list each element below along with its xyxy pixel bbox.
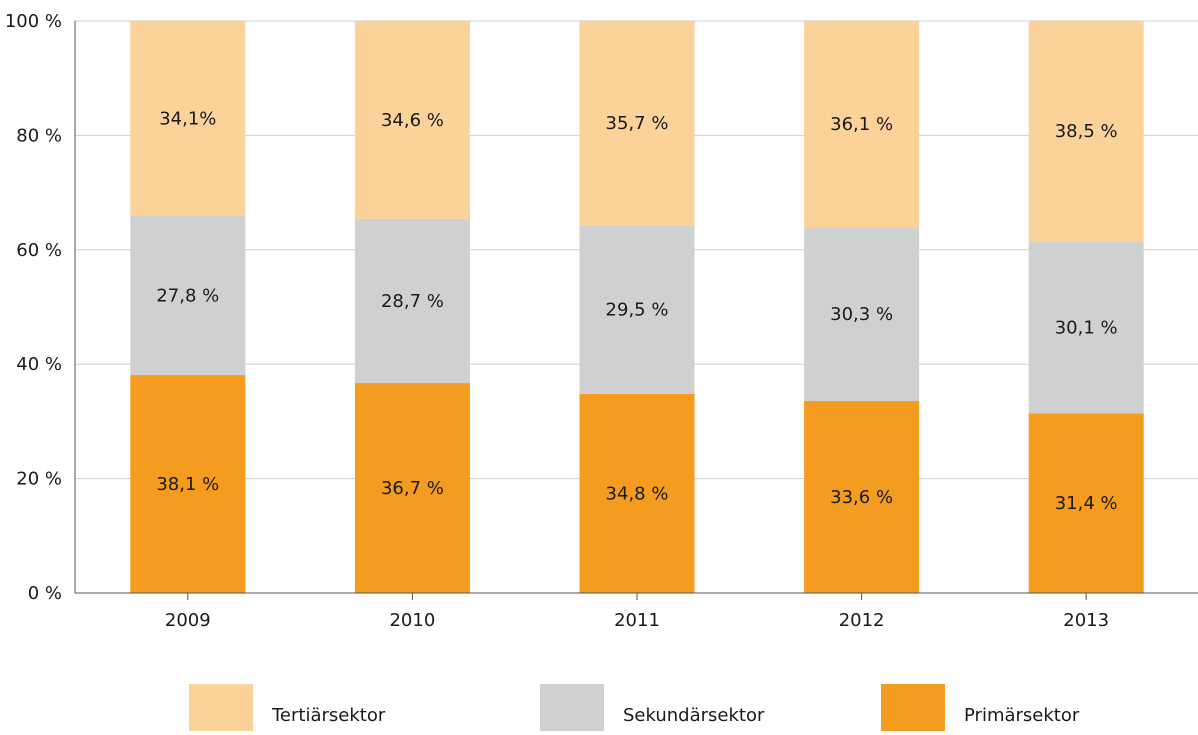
data-label: 29,5 % bbox=[606, 300, 669, 321]
y-tick-label: 100 % bbox=[5, 11, 62, 32]
bars: 38,1 % 27,8 % 34,1% 36,7 % 28,7 % 34,6 % 34,8 … bbox=[130, 21, 1144, 593]
legend-label: Sekundärsektor bbox=[623, 705, 765, 726]
x-tick-label: 2010 bbox=[389, 610, 435, 631]
y-tick-label: 40 % bbox=[16, 354, 62, 375]
legend-label: Tertiärsektor bbox=[271, 705, 386, 726]
bar-segment bbox=[354, 383, 470, 593]
bar-segment bbox=[804, 227, 920, 401]
data-label: 35,7 % bbox=[606, 113, 669, 134]
y-tick-label: 20 % bbox=[16, 469, 62, 490]
data-label: 34,1% bbox=[159, 109, 216, 130]
x-tick-label: 2012 bbox=[839, 610, 885, 631]
bar-segment bbox=[354, 218, 470, 384]
legend-swatch bbox=[540, 684, 604, 731]
y-tick-label: 60 % bbox=[16, 240, 62, 261]
bar-segment bbox=[1028, 413, 1144, 593]
bar-segment bbox=[579, 21, 695, 226]
data-label: 34,8 % bbox=[606, 483, 669, 504]
bar-segment bbox=[130, 21, 246, 217]
data-label: 30,3 % bbox=[830, 304, 893, 325]
bar-segment bbox=[130, 375, 246, 593]
x-tick-label: 2013 bbox=[1063, 610, 1109, 631]
bar-segment bbox=[130, 216, 246, 376]
legend: Tertiärsektor Sekundärsektor Primärsektor bbox=[189, 684, 1080, 731]
data-label: 36,1 % bbox=[830, 114, 893, 135]
data-label: 27,8 % bbox=[156, 286, 219, 307]
data-label: 36,7 % bbox=[381, 478, 444, 499]
bar-segment bbox=[354, 21, 470, 219]
bar-segment bbox=[579, 225, 695, 394]
data-label: 33,6 % bbox=[830, 487, 893, 508]
bar-segment bbox=[804, 400, 920, 593]
data-label: 34,6 % bbox=[381, 110, 444, 131]
y-tick-label: 0 % bbox=[28, 583, 62, 604]
legend-swatch bbox=[189, 684, 253, 731]
x-tick-label: 2011 bbox=[614, 610, 660, 631]
y-tick-label: 80 % bbox=[16, 125, 62, 146]
legend-swatch bbox=[881, 684, 945, 731]
legend-label: Primärsektor bbox=[964, 705, 1080, 726]
data-label: 38,1 % bbox=[156, 474, 219, 495]
data-label: 38,5 % bbox=[1055, 121, 1118, 142]
x-tick-label: 2009 bbox=[165, 610, 211, 631]
bar-segment bbox=[1028, 241, 1144, 414]
data-label: 28,7 % bbox=[381, 291, 444, 312]
bar-segment bbox=[804, 21, 920, 228]
bar-segment bbox=[579, 393, 695, 593]
data-label: 31,4 % bbox=[1055, 493, 1118, 514]
bar-segment bbox=[1028, 21, 1144, 242]
data-label: 30,1 % bbox=[1055, 317, 1118, 338]
